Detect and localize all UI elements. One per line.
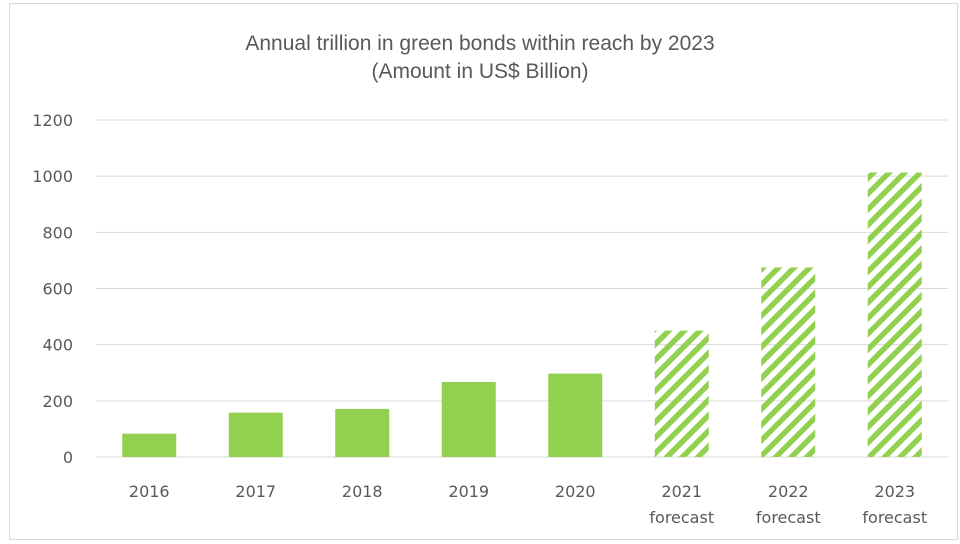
x-tick-label: 2023	[874, 482, 915, 501]
bar	[122, 433, 177, 457]
x-axis: 2016 2017 2018 2019 2020 2021 forecast 2022 fore…	[129, 482, 927, 527]
bar-forecast	[761, 267, 816, 457]
chart-subtitle: (Amount in US$ Billion)	[371, 60, 589, 83]
x-tick-label: forecast	[756, 508, 821, 527]
y-tick-label: 1000	[32, 167, 73, 186]
y-tick-label: 600	[42, 280, 73, 299]
x-tick-label: 2020	[555, 482, 596, 501]
chart-title-block: Annual trillion in green bonds within re…	[0, 30, 960, 86]
y-tick-label: 800	[42, 223, 73, 242]
x-tick-label: 2017	[235, 482, 276, 501]
x-tick-label: 2019	[448, 482, 489, 501]
x-tick-label: 2021	[661, 482, 702, 501]
bars	[122, 172, 922, 457]
y-axis: 0 200 400 600 800 1000 1200	[32, 111, 73, 467]
bar-forecast	[867, 172, 922, 457]
bar	[335, 408, 390, 457]
x-tick-label: 2022	[768, 482, 809, 501]
x-tick-label: 2016	[129, 482, 170, 501]
y-tick-label: 400	[42, 336, 73, 355]
x-tick-label: 2018	[342, 482, 383, 501]
y-tick-label: 200	[42, 392, 73, 411]
y-tick-label: 1200	[32, 111, 73, 130]
x-tick-label: forecast	[862, 508, 927, 527]
gridlines	[96, 119, 948, 458]
y-tick-label: 0	[63, 448, 73, 467]
bar-forecast	[654, 330, 709, 457]
chart-title: Annual trillion in green bonds within re…	[245, 32, 715, 55]
bar	[441, 382, 496, 457]
bar	[228, 412, 283, 457]
x-tick-label: forecast	[649, 508, 714, 527]
bar	[548, 373, 603, 457]
